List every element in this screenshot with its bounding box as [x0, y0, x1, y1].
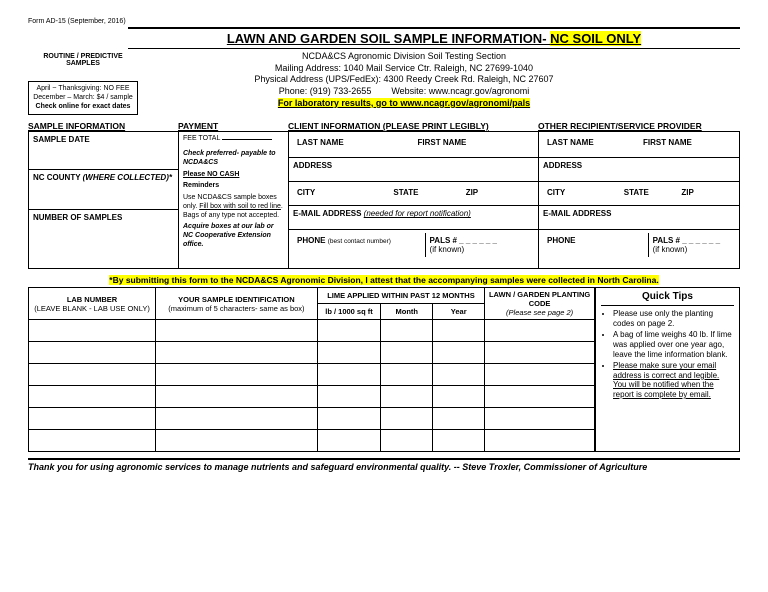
county-cell[interactable]: NC COUNTY (WHERE COLLECTED)*	[29, 170, 178, 210]
client-phone[interactable]: PHONE (best contact number)	[293, 233, 426, 257]
title-highlight: NC SOIL ONLY	[550, 31, 641, 46]
routine-line3: Check online for exact dates	[33, 103, 133, 112]
addr-l1: NCDA&CS Agronomic Division Soil Testing …	[138, 51, 670, 63]
client-email[interactable]: E-MAIL ADDRESS (needed for report notifi…	[289, 206, 538, 230]
other-firstname[interactable]: FIRST NAME	[639, 135, 696, 150]
footer: Thank you for using agronomic services t…	[28, 458, 740, 472]
other-phone[interactable]: PHONE	[543, 233, 649, 257]
other-pals[interactable]: PALS # _ _ _ _ _ _(if known)	[649, 233, 724, 257]
client-lastname[interactable]: LAST NAME	[293, 135, 414, 150]
addr-l2: Mailing Address: 1040 Mail Service Ctr. …	[138, 63, 670, 75]
tip-3: Please make sure your email address is c…	[613, 361, 734, 399]
addr-phone: Phone: (919) 733-2655	[279, 86, 372, 96]
quick-tips: Quick Tips Please use only the planting …	[595, 287, 740, 452]
table-row[interactable]	[29, 386, 595, 408]
other-lastname[interactable]: LAST NAME	[543, 135, 639, 150]
other-address[interactable]: ADDRESS	[539, 158, 739, 182]
other-zip[interactable]: ZIP	[677, 185, 697, 200]
sh-other: OTHER RECIPIENT/SERVICE PROVIDER	[538, 121, 740, 131]
table-row[interactable]	[29, 430, 595, 452]
other-city[interactable]: CITY	[543, 185, 620, 200]
addr-web: Website: www.ncagr.gov/agronomi	[391, 86, 529, 96]
table-row[interactable]	[29, 320, 595, 342]
info-grid: SAMPLE DATE NC COUNTY (WHERE COLLECTED)*…	[28, 131, 740, 269]
title-bar: LAWN AND GARDEN SOIL SAMPLE INFORMATION-…	[128, 27, 740, 49]
client-state[interactable]: STATE	[389, 185, 461, 200]
address-block: NCDA&CS Agronomic Division Soil Testing …	[138, 49, 670, 115]
other-state[interactable]: STATE	[620, 185, 678, 200]
table-row[interactable]	[29, 342, 595, 364]
payment-col: FEE TOTAL Check preferred- payable to NC…	[179, 132, 289, 268]
tip-2: A bag of lime weighs 40 lb. If lime was …	[613, 330, 734, 359]
sample-table: LAB NUMBER(LEAVE BLANK - LAB USE ONLY) Y…	[28, 287, 595, 452]
client-pals[interactable]: PALS # _ _ _ _ _ _(if known)	[426, 233, 501, 257]
client-city[interactable]: CITY	[293, 185, 389, 200]
client-address[interactable]: ADDRESS	[289, 158, 538, 182]
routine-line1: April ~ Thanksgiving: NO FEE	[33, 85, 133, 94]
num-samples-cell[interactable]: NUMBER OF SAMPLES	[29, 210, 178, 268]
tip-1: Please use only the planting codes on pa…	[613, 309, 734, 328]
sh-payment: PAYMENT	[178, 121, 288, 131]
other-email[interactable]: E-MAIL ADDRESS	[539, 206, 739, 230]
client-firstname[interactable]: FIRST NAME	[414, 135, 471, 150]
lab-results-link: For laboratory results, go to www.ncagr.…	[278, 98, 530, 108]
routine-box: April ~ Thanksgiving: NO FEE December – …	[28, 81, 138, 115]
sh-sample: SAMPLE INFORMATION	[28, 121, 178, 131]
sample-date-cell[interactable]: SAMPLE DATE	[29, 132, 178, 170]
sh-client: CLIENT INFORMATION (PLEASE PRINT LEGIBLY…	[288, 121, 538, 131]
routine-line2: December – March: $4 / sample	[33, 94, 133, 103]
title-main: LAWN AND GARDEN SOIL SAMPLE INFORMATION-	[227, 31, 550, 46]
tips-title: Quick Tips	[601, 291, 734, 306]
table-row[interactable]	[29, 408, 595, 430]
form-id: Form AD-15 (September, 2016)	[28, 18, 740, 25]
client-zip[interactable]: ZIP	[462, 185, 482, 200]
addr-l3: Physical Address (UPS/FedEx): 4300 Reedy…	[138, 74, 670, 86]
attestation: *By submitting this form to the NCDA&CS …	[28, 275, 740, 285]
routine-label: ROUTINE / PREDICTIVE SAMPLES	[28, 53, 138, 67]
table-row[interactable]	[29, 364, 595, 386]
